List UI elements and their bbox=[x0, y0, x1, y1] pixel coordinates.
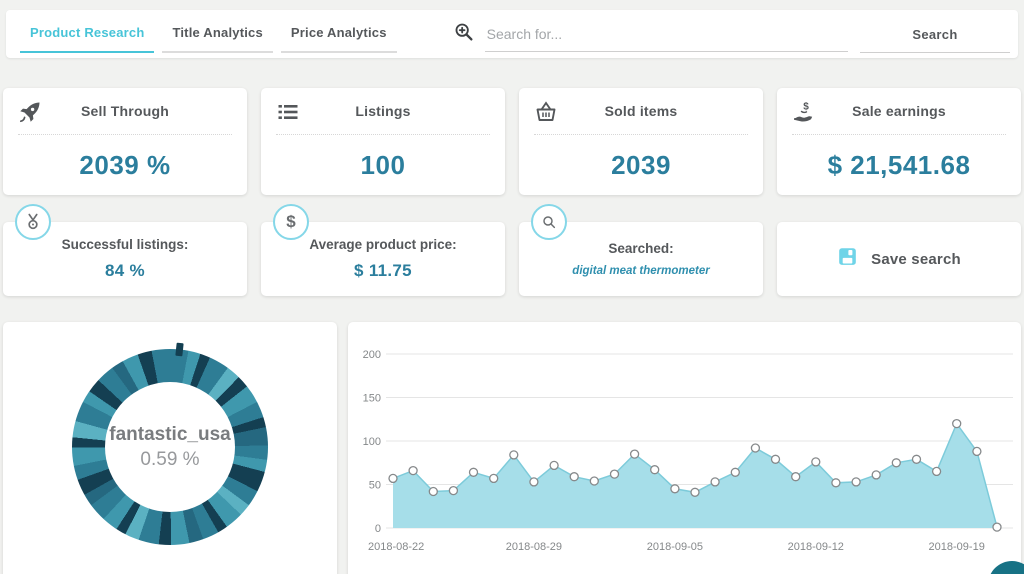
sub-stat-label: Successful listings: bbox=[61, 237, 189, 252]
list-icon bbox=[276, 100, 300, 124]
svg-text:100: 100 bbox=[363, 436, 381, 448]
seller-share: 0.59 % bbox=[140, 448, 200, 470]
donut-chart[interactable]: fantastic_usa 0.59 % bbox=[72, 342, 268, 545]
tab-price-analytics[interactable]: Price Analytics bbox=[280, 15, 397, 53]
average-price-card: $ Average product price: $ 11.75 bbox=[261, 204, 505, 296]
selected-segment-tick bbox=[175, 342, 184, 357]
stat-title: Sold items bbox=[604, 103, 678, 119]
svg-text:200: 200 bbox=[363, 349, 381, 361]
rocket-icon bbox=[18, 100, 42, 124]
save-search-label: Save search bbox=[871, 250, 961, 268]
sell-through-card: Sell Through 2039 % bbox=[3, 88, 247, 195]
stat-title: Listings bbox=[355, 103, 411, 119]
seller-name: fantastic_usa bbox=[109, 423, 231, 445]
svg-text:2018-09-12: 2018-09-12 bbox=[788, 541, 844, 553]
average-price-value: $ 11.75 bbox=[354, 261, 412, 280]
seller-donut-panel: fantastic_usa 0.59 % bbox=[3, 322, 337, 574]
basket-icon bbox=[534, 100, 558, 124]
svg-text:2018-08-22: 2018-08-22 bbox=[368, 541, 424, 553]
successful-listings-value: 84 % bbox=[105, 261, 145, 280]
sold-items-area-chart-panel: 0 50 100 150 200 2018-08-22 2018-08-29 2018-09-… bbox=[348, 322, 1021, 574]
svg-text:2018-09-05: 2018-09-05 bbox=[647, 541, 703, 553]
tab-product-research[interactable]: Product Research bbox=[20, 15, 155, 53]
search-button[interactable]: Search bbox=[860, 23, 1010, 53]
sell-through-value: 2039 % bbox=[79, 149, 171, 180]
searched-term: digital meat thermometer bbox=[572, 265, 710, 277]
donut-center: fantastic_usa 0.59 % bbox=[105, 382, 235, 512]
stat-title: Sell Through bbox=[81, 103, 169, 119]
sold-items-card: Sold items 2039 bbox=[519, 88, 763, 195]
hand-dollar-icon: $ bbox=[792, 100, 816, 124]
searched-card: Searched: digital meat thermometer bbox=[519, 204, 763, 296]
svg-text:150: 150 bbox=[363, 393, 381, 405]
stat-title: Sale earnings bbox=[852, 103, 946, 119]
stat-cards-row: Sell Through 2039 % Listings 100 bbox=[3, 88, 1021, 195]
sale-earnings-card: $ Sale earnings $ 21,541.68 bbox=[777, 88, 1021, 195]
sub-stat-label: Searched: bbox=[608, 241, 674, 256]
svg-text:50: 50 bbox=[369, 480, 381, 492]
top-navigation-bar: Product Research Title Analytics Price A… bbox=[6, 10, 1018, 58]
svg-text:$: $ bbox=[803, 102, 809, 113]
area-chart[interactable]: 0 50 100 150 200 2018-08-22 2018-08-29 2018-09-… bbox=[348, 322, 1024, 572]
magnifier-icon bbox=[531, 204, 567, 240]
svg-text:2018-08-29: 2018-08-29 bbox=[506, 541, 562, 553]
sub-stat-cards-row: Successful listings: 84 % $ Average prod… bbox=[3, 204, 1021, 296]
sale-earnings-value: $ 21,541.68 bbox=[827, 149, 971, 180]
zoom-search-icon bbox=[453, 21, 475, 48]
search-input[interactable] bbox=[484, 24, 848, 52]
sub-stat-label: Average product price: bbox=[309, 237, 457, 252]
listings-value: 100 bbox=[360, 149, 406, 180]
successful-listings-card: Successful listings: 84 % bbox=[3, 204, 247, 296]
svg-text:0: 0 bbox=[375, 523, 381, 535]
search-bar: Search bbox=[453, 15, 1018, 53]
listings-card: Listings 100 bbox=[261, 88, 505, 195]
save-icon bbox=[837, 246, 858, 272]
dollar-icon: $ bbox=[273, 204, 309, 240]
save-search-button[interactable]: Save search bbox=[777, 222, 1021, 296]
medal-icon bbox=[15, 204, 51, 240]
sold-items-value: 2039 bbox=[611, 149, 671, 180]
nav-tabs: Product Research Title Analytics Price A… bbox=[20, 15, 405, 53]
tab-title-analytics[interactable]: Title Analytics bbox=[162, 15, 273, 53]
charts-row: fantastic_usa 0.59 % 0 50 100 150 200 2018-08… bbox=[3, 322, 1021, 574]
svg-text:2018-09-19: 2018-09-19 bbox=[929, 541, 985, 553]
